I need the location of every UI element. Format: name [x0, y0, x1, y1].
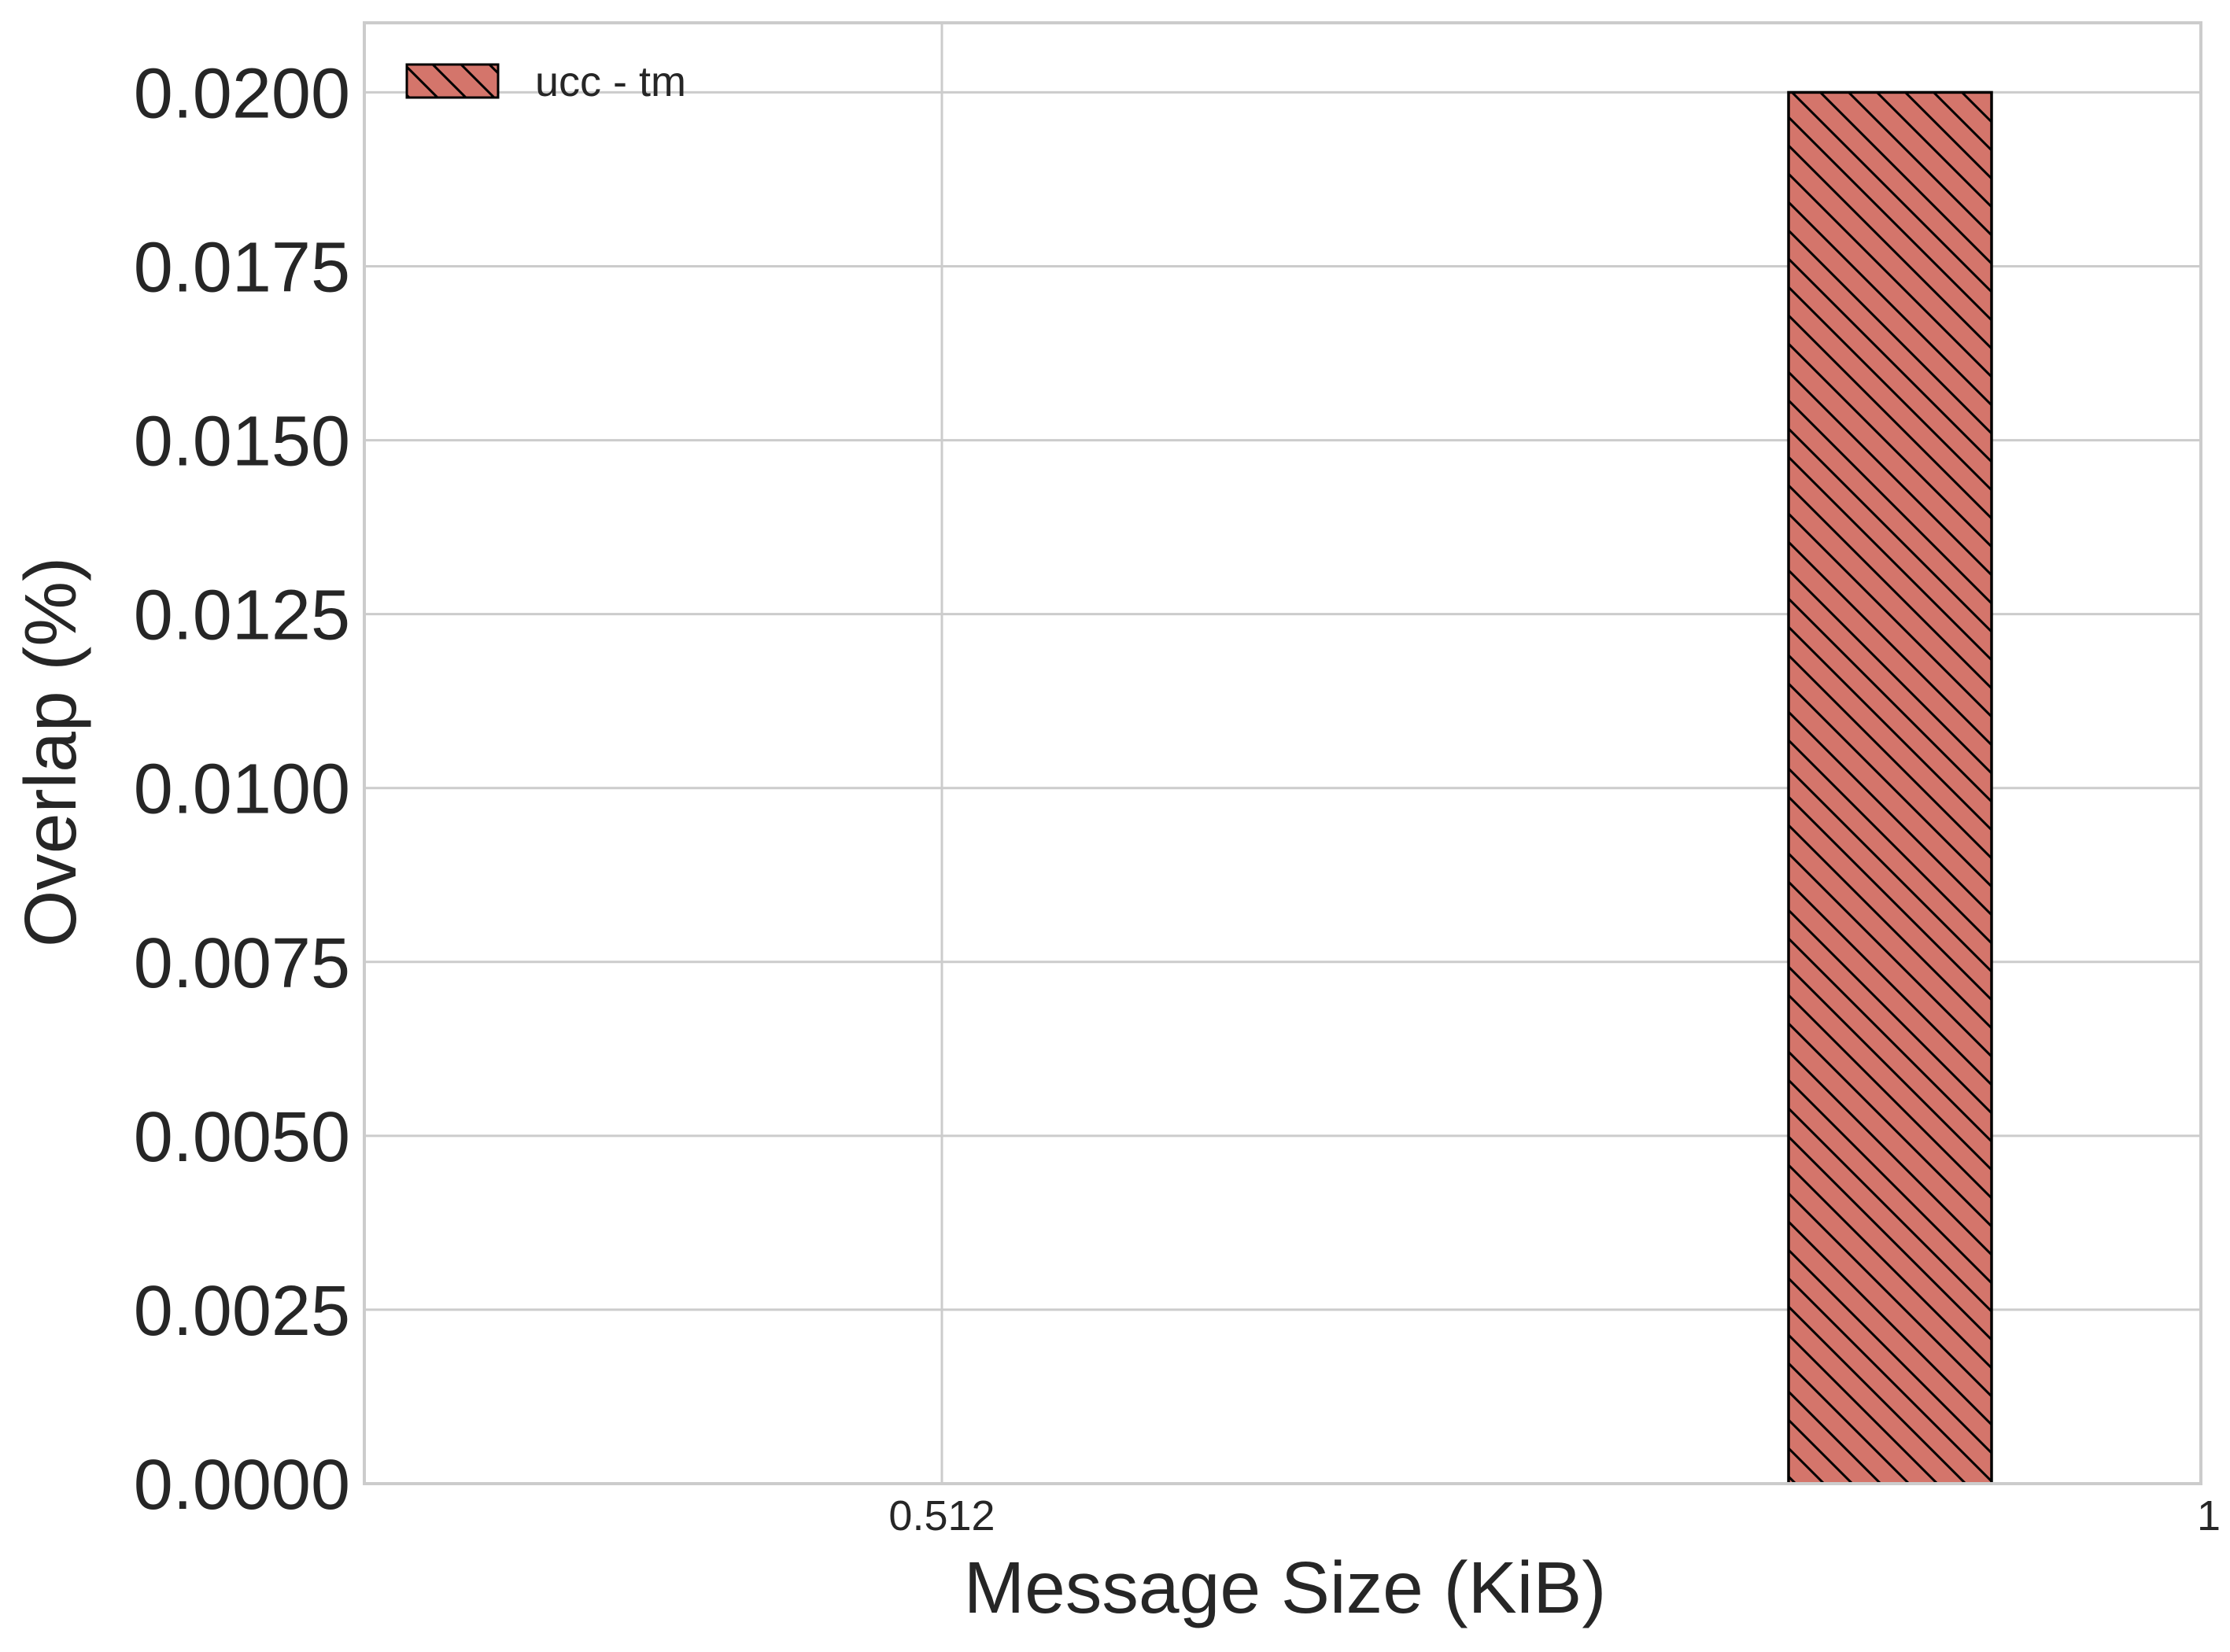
- legend-swatch: [405, 63, 500, 99]
- y-axis-ticks: 0.0000 0.0025 0.0050 0.0075 0.0100 0.0125 0.01…: [134, 54, 350, 1525]
- y-tick-label: 0.0075: [134, 924, 350, 1003]
- x-tick-label: 0.512: [888, 1492, 995, 1540]
- y-tick-label: 0.0025: [134, 1272, 350, 1351]
- y-axis-title: Overlap (%): [9, 557, 91, 947]
- grid: [364, 23, 2201, 1485]
- legend: ucc - tm: [405, 58, 686, 105]
- y-tick-label: 0.0050: [134, 1098, 350, 1177]
- x-tick-label: 1: [2197, 1492, 2221, 1540]
- y-tick-label: 0.0150: [134, 403, 350, 481]
- y-tick-label: 0.0175: [134, 229, 350, 308]
- plot-frame: [363, 21, 2202, 1485]
- legend-label: ucc - tm: [535, 58, 686, 105]
- y-tick-label: 0.0000: [134, 1446, 350, 1525]
- x-axis-title: Message Size (KiB): [964, 1547, 1607, 1628]
- x-axis-ticks: 0.512 1: [888, 1492, 2221, 1540]
- y-tick-label: 0.0100: [134, 750, 350, 829]
- y-tick-label: 0.0200: [134, 54, 350, 133]
- plot-border: [363, 21, 2202, 1485]
- bars: [1787, 90, 1993, 1485]
- bar-ucc-tm-1: [1787, 90, 1993, 1485]
- y-tick-label: 0.0125: [134, 577, 350, 655]
